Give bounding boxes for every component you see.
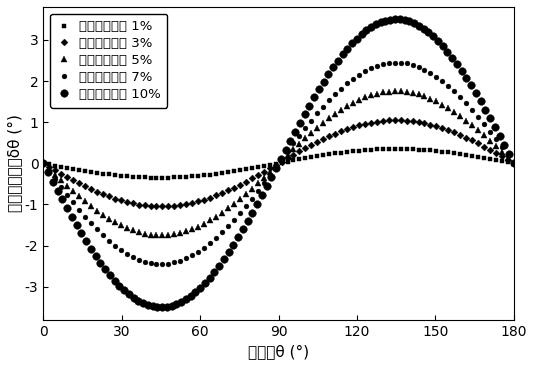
检测增益误差 10% (159, 305, 166, 310)
检测增益误差 1% (391, 147, 398, 151)
Line: 检测增益误差 3%: 检测增益误差 3% (41, 117, 516, 209)
检测增益误差 7% (159, 262, 166, 266)
Y-axis label: 角度估计误差δθ (°): 角度估计误差δθ (°) (7, 114, 22, 212)
检测增益误差 7% (511, 161, 517, 165)
检测增益误差 1% (469, 153, 475, 158)
检测增益误差 1% (368, 147, 374, 152)
Line: 检测增益误差 5%: 检测增益误差 5% (41, 89, 516, 238)
检测增益误差 1% (159, 175, 166, 180)
检测增益误差 10% (392, 17, 398, 22)
检测增益误差 10% (511, 161, 517, 165)
检测增益误差 3% (255, 173, 261, 178)
X-axis label: 振型角θ (°): 振型角θ (°) (248, 344, 309, 359)
检测增益误差 3% (368, 120, 374, 125)
检测增益误差 7% (332, 92, 339, 96)
检测增益误差 1% (332, 151, 339, 156)
检测增益误差 3% (159, 204, 166, 209)
检测增益误差 3% (469, 138, 475, 143)
检测增益误差 5% (255, 181, 261, 185)
检测增益误差 10% (287, 138, 294, 143)
检测增益误差 10% (40, 161, 46, 165)
检测增益误差 5% (159, 233, 166, 238)
检测增益误差 3% (326, 134, 332, 138)
检测增益误差 7% (40, 161, 46, 165)
检测增益误差 1% (40, 161, 46, 165)
检测增益误差 10% (325, 72, 332, 76)
检测增益误差 1% (511, 161, 517, 165)
检测增益误差 5% (391, 89, 398, 93)
检测增益误差 7% (350, 76, 356, 81)
检测增益误差 1% (255, 165, 261, 169)
检测增益误差 3% (332, 131, 339, 136)
检测增益误差 7% (391, 60, 398, 65)
检测增益误差 5% (326, 116, 332, 120)
检测增益误差 10% (482, 108, 489, 112)
检测增益误差 7% (368, 66, 374, 70)
检测增益误差 5% (40, 161, 46, 165)
检测增益误差 5% (368, 93, 374, 98)
Legend: 检测增益误差 1%, 检测增益误差 3%, 检测增益误差 5%, 检测增益误差 7%, 检测增益误差 10%: 检测增益误差 1%, 检测增益误差 3%, 检测增益误差 5%, 检测增益误差 … (50, 14, 167, 108)
Line: 检测增益误差 7%: 检测增益误差 7% (41, 60, 516, 266)
Line: 检测增益误差 10%: 检测增益误差 10% (40, 15, 517, 311)
检测增益误差 3% (40, 161, 46, 165)
检测增益误差 7% (469, 108, 475, 112)
检测增益误差 10% (496, 134, 502, 138)
检测增益误差 1% (350, 149, 356, 153)
检测增益误差 7% (326, 98, 332, 102)
检测增益误差 1% (326, 152, 332, 157)
检测增益误差 5% (511, 161, 517, 165)
Line: 检测增益误差 1%: 检测增益误差 1% (41, 146, 516, 180)
检测增益误差 5% (469, 123, 475, 127)
检测增益误差 5% (350, 101, 356, 105)
检测增益误差 3% (511, 161, 517, 165)
检测增益误差 10% (150, 304, 156, 309)
检测增益误差 7% (255, 189, 261, 193)
检测增益误差 3% (391, 118, 398, 122)
检测增益误差 10% (130, 296, 137, 300)
检测增益误差 3% (350, 125, 356, 129)
检测增益误差 5% (332, 112, 339, 116)
